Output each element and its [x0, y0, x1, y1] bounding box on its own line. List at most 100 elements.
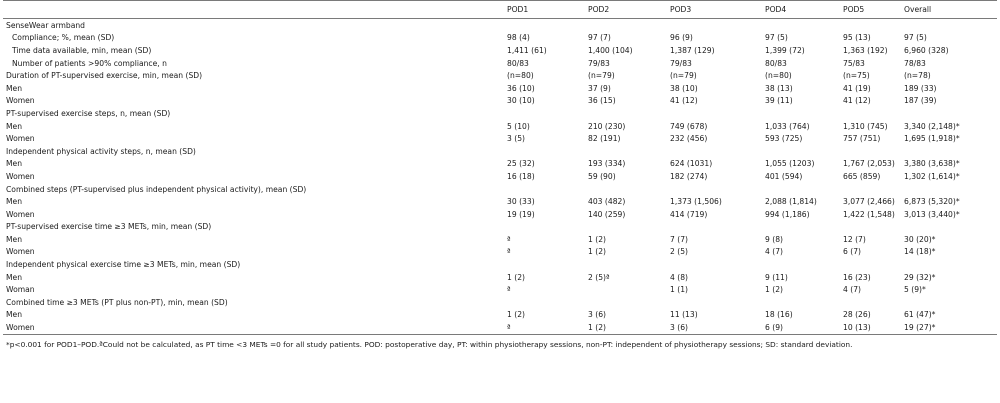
data-table: POD1 POD2 POD3 POD4 POD5 Overall SenseWear ar…	[3, 0, 997, 335]
table-cell: 41 (12)	[670, 96, 698, 106]
table-cell: 403 (482)	[588, 197, 626, 207]
row-label: Women	[6, 209, 35, 219]
table-cell	[504, 107, 585, 120]
table-cell	[901, 145, 997, 158]
table-cell: 3,340 (2,148)*	[904, 121, 960, 131]
row-label: Time data available, min, mean (SD)	[12, 45, 152, 55]
table-cell	[840, 221, 901, 234]
table-cell	[504, 183, 585, 196]
table-body: SenseWear armband Compliance; %, mean (SD…	[3, 19, 997, 335]
table-cell: 16 (23)	[843, 272, 871, 282]
table-section-row: Duration of PT-supervised exercise, min,…	[3, 69, 997, 82]
row-label: PT-supervised exercise time ≥3 METs, min…	[6, 222, 212, 232]
table-cell: 624 (1031)	[670, 159, 713, 169]
row-label: Compliance; %, mean (SD)	[12, 33, 115, 43]
table-cell: 4 (7)	[843, 285, 862, 295]
row-label: Women	[6, 134, 35, 144]
table-cell: 187 (39)	[904, 96, 937, 106]
row-label: Women	[6, 323, 35, 333]
table-row: Men 25 (32) 193 (334) 624 (1031) 1,055 (1203…	[3, 158, 997, 171]
table-cell: 80/83	[507, 58, 529, 68]
table-cell: 1,363 (192)	[843, 45, 888, 55]
row-label: Independent physical exercise time ≥3 ME…	[6, 260, 241, 270]
table-cell	[585, 145, 667, 158]
table-cell: 1 (1)	[670, 285, 689, 295]
table-cell: 593 (725)	[765, 134, 803, 144]
table-cell: 75/83	[843, 58, 865, 68]
row-label: Men	[6, 159, 23, 169]
table-cell: 79/83	[588, 58, 610, 68]
row-label: Men	[6, 310, 23, 320]
table-cell: 95 (13)	[843, 33, 871, 43]
table-cell: 25 (32)	[507, 159, 535, 169]
table-cell: 30 (20)*	[904, 234, 936, 244]
table-cell: 38 (13)	[765, 83, 793, 93]
table-section-row: PT-supervised exercise time ≥3 METs, min…	[3, 221, 997, 234]
table-cell: 14 (18)*	[904, 247, 936, 257]
row-label: Duration of PT-supervised exercise, min,…	[6, 71, 203, 81]
table-cell	[762, 19, 840, 32]
header-row: POD1 POD2 POD3 POD4 POD5 Overall	[3, 0, 997, 19]
table-cell: 182 (274)	[670, 171, 708, 181]
table-cell	[840, 145, 901, 158]
table-cell: 97 (7)	[588, 33, 611, 43]
table-cell: 2 (5)ª	[588, 272, 610, 282]
table-cell: 7 (7)	[670, 234, 689, 244]
table-footnote: *p<0.001 for POD1–POD.ªCould not be calc…	[6, 339, 853, 349]
table-cell: 1,033 (764)	[765, 121, 810, 131]
table-cell: ª	[507, 285, 511, 295]
table-cell: 3 (6)	[670, 323, 689, 333]
table-cell: 1,411 (61)	[507, 45, 547, 55]
table-row: Women 19 (19) 140 (259) 414 (719) 994 (1,186…	[3, 208, 997, 221]
header-cell-pod4: POD4	[765, 5, 787, 14]
table-cell	[504, 221, 585, 234]
table-cell: 749 (678)	[670, 121, 708, 131]
table-row: Men 1 (2) 3 (6) 11 (13) 18 (16) 28 (26) 61 (47…	[3, 309, 997, 322]
table-cell	[762, 296, 840, 309]
row-label: Women	[6, 171, 35, 181]
table-cell: 1,373 (1,506)	[670, 197, 722, 207]
row-label: Woman	[6, 285, 35, 295]
row-label: Number of patients >90% compliance, n	[12, 58, 167, 68]
row-label: Women	[6, 96, 35, 106]
table-cell: 6,960 (328)	[904, 45, 949, 55]
table-cell: ª	[507, 323, 511, 333]
table-cell	[585, 283, 667, 296]
table-row: Men 5 (10) 210 (230) 749 (678) 1,033 (764) 1,…	[3, 120, 997, 133]
table-cell: 193 (334)	[588, 159, 626, 169]
table-cell: 18 (16)	[765, 310, 793, 320]
table-cell: 36 (10)	[507, 83, 535, 93]
table-cell: 9 (8)	[765, 234, 784, 244]
table-cell: 4 (8)	[670, 272, 689, 282]
table-cell	[667, 221, 762, 234]
table-cell: 3,380 (3,638)*	[904, 159, 960, 169]
row-label: Combined time ≥3 METs (PT plus non-PT), …	[6, 297, 228, 307]
table-cell: 1,387 (129)	[670, 45, 715, 55]
row-label: Men	[6, 83, 23, 93]
table-cell	[667, 145, 762, 158]
table-cell: 97 (5)	[904, 33, 927, 43]
table-cell: 1,302 (1,614)*	[904, 171, 960, 181]
table-cell: 2,088 (1,814)	[765, 197, 817, 207]
table-cell: 1 (2)	[507, 272, 526, 282]
row-label: Men	[6, 197, 23, 207]
table-cell: 97 (5)	[765, 33, 788, 43]
table-cell	[667, 296, 762, 309]
table-cell	[504, 145, 585, 158]
table-cell	[840, 107, 901, 120]
table-cell: 98 (4)	[507, 33, 530, 43]
table-cell: 39 (11)	[765, 96, 793, 106]
table-cell: 1 (2)	[588, 247, 607, 257]
table-section-row: Independent physical exercise time ≥3 ME…	[3, 258, 997, 271]
header-cell-pod5: POD5	[843, 5, 865, 14]
table-cell: 78/83	[904, 58, 926, 68]
header-cell-label	[3, 1, 504, 19]
table-cell: 140 (259)	[588, 209, 626, 219]
table-cell: 665 (859)	[843, 171, 881, 181]
header-cell-pod3: POD3	[670, 5, 692, 14]
table-cell: 16 (18)	[507, 171, 535, 181]
table-cell: (n=75)	[843, 71, 870, 81]
table-cell: 189 (33)	[904, 83, 937, 93]
table-cell: 38 (10)	[670, 83, 698, 93]
table-cell: (n=80)	[507, 71, 534, 81]
